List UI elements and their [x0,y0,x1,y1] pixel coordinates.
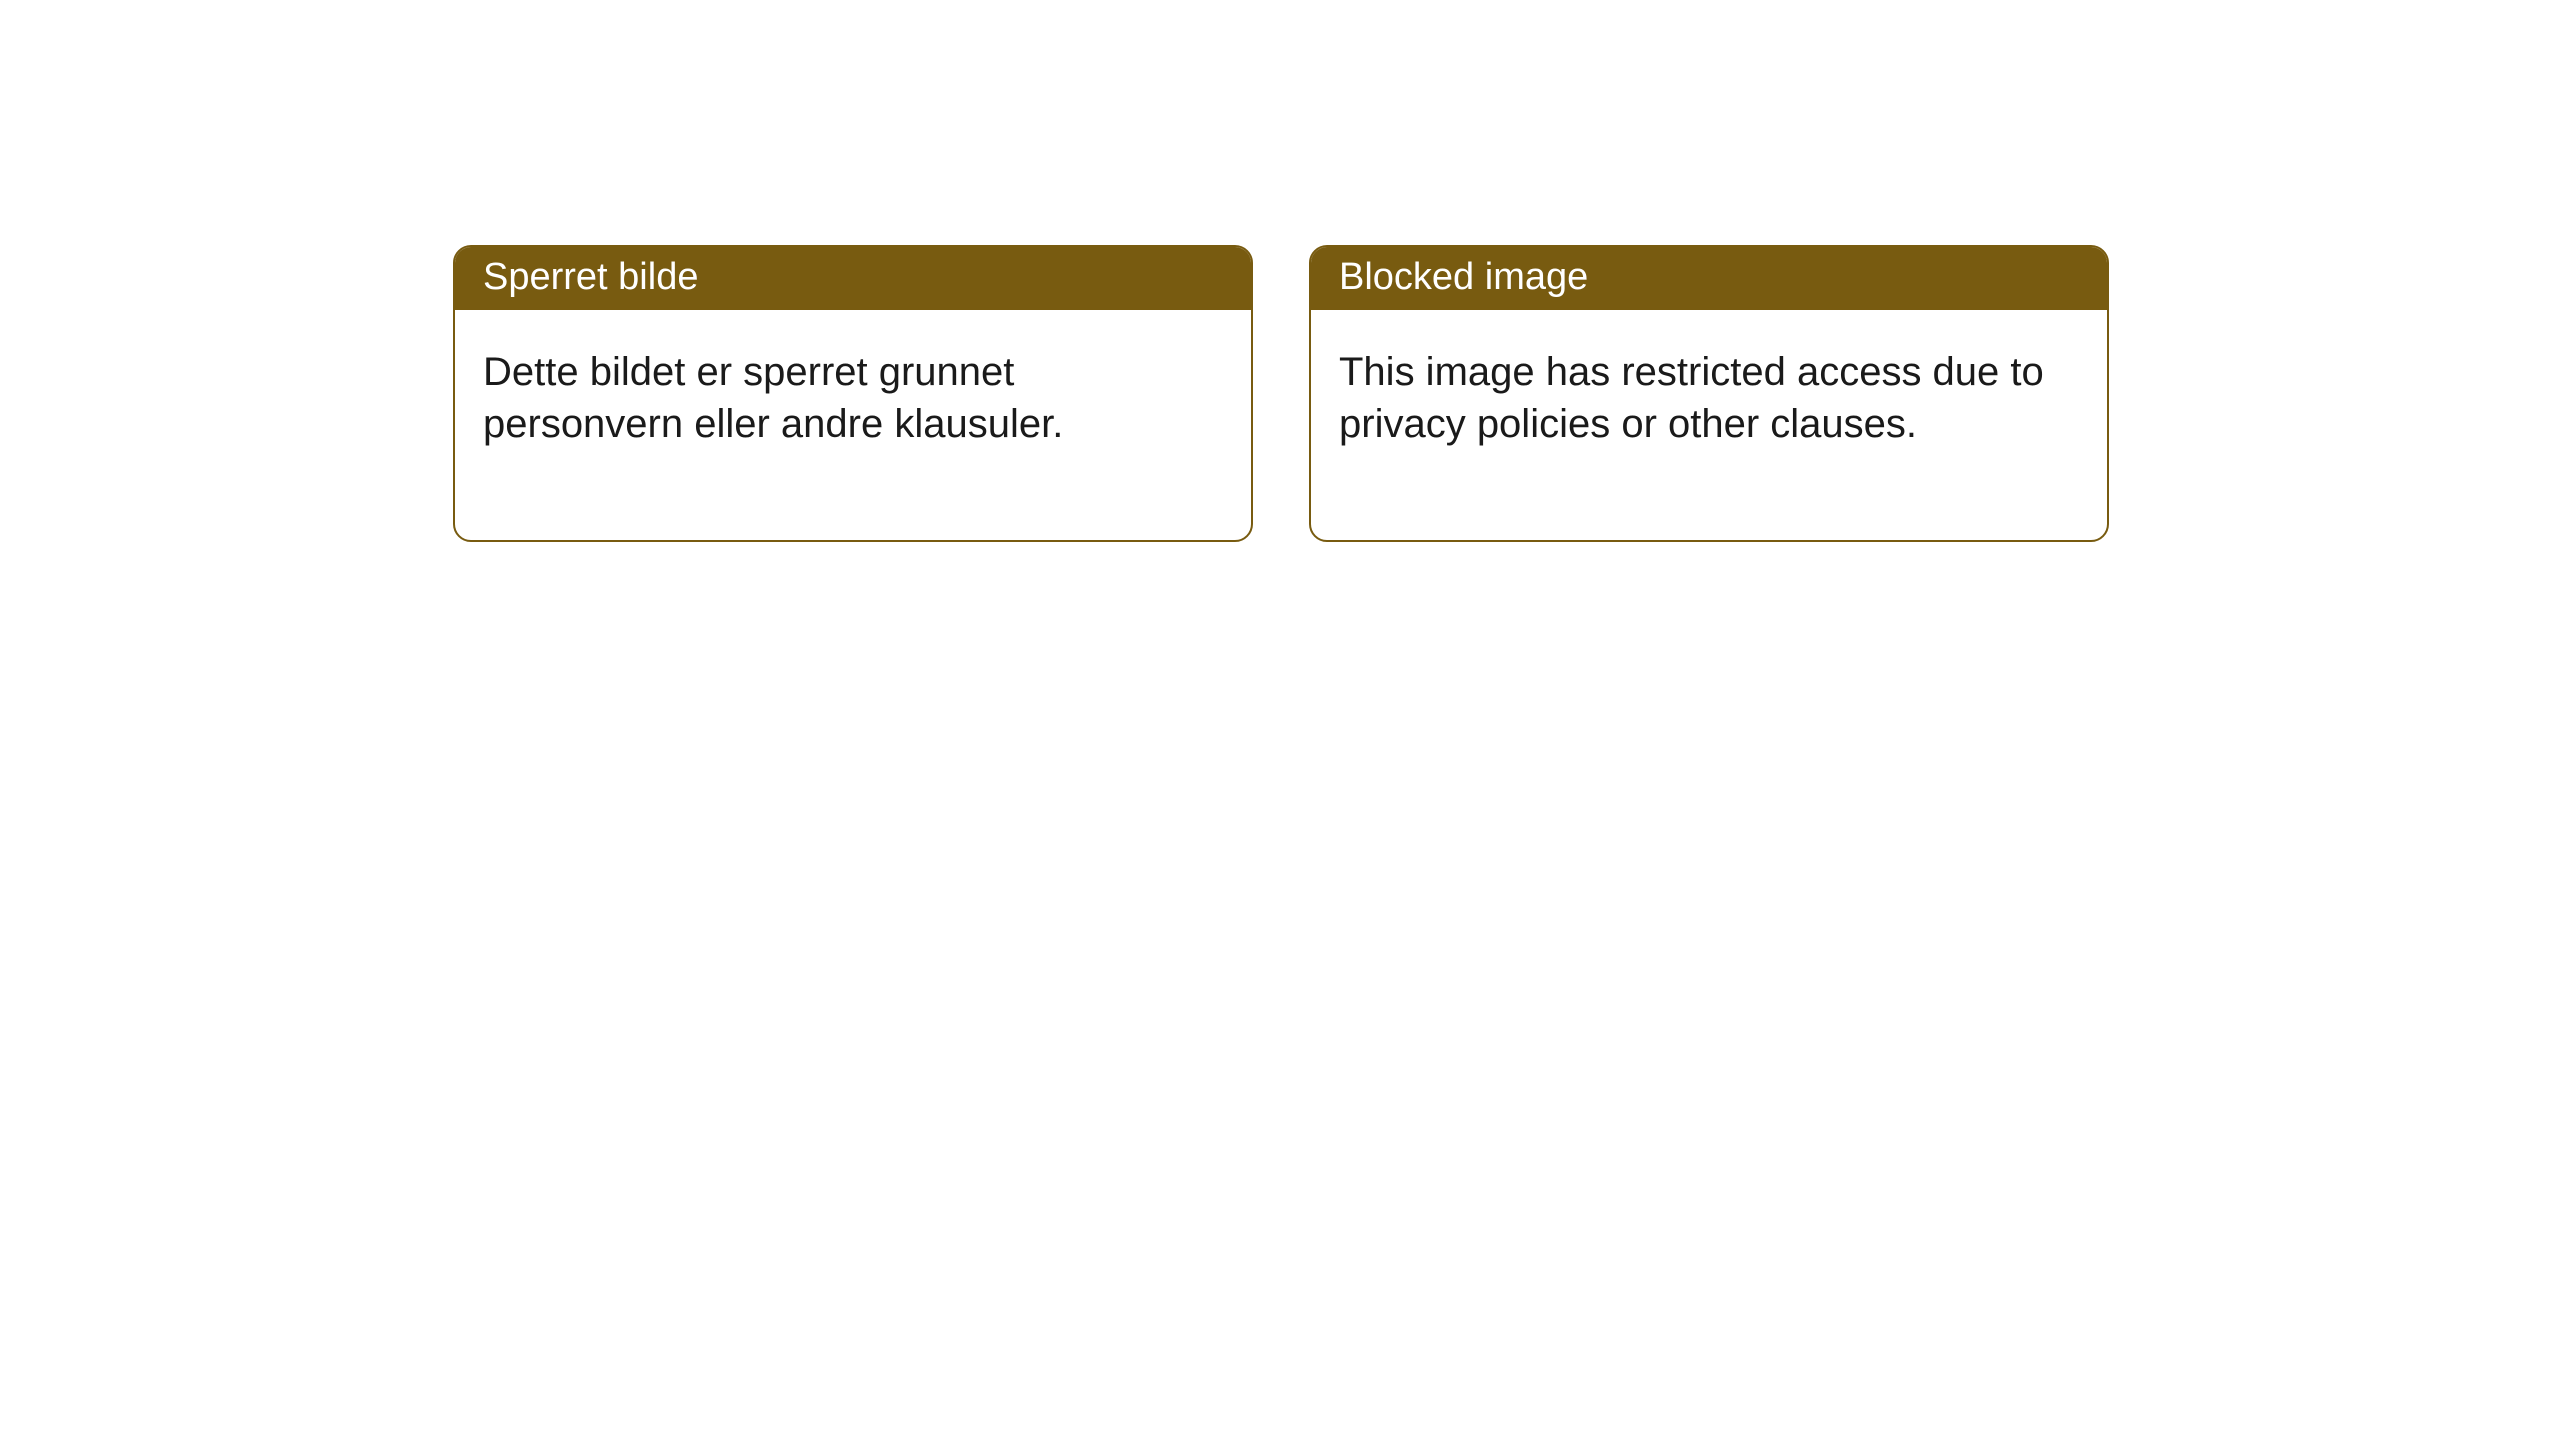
notice-card-body: This image has restricted access due to … [1311,310,2107,540]
notice-card-title: Sperret bilde [483,256,698,298]
notice-card-body: Dette bildet er sperret grunnet personve… [455,310,1251,540]
notice-card-header: Blocked image [1311,247,2107,310]
notice-card-text: This image has restricted access due to … [1339,350,2044,446]
notice-card-header: Sperret bilde [455,247,1251,310]
notice-card-english: Blocked image This image has restricted … [1309,245,2109,542]
notice-card-text: Dette bildet er sperret grunnet personve… [483,350,1063,446]
notice-card-title: Blocked image [1339,256,1588,298]
notice-card-norwegian: Sperret bilde Dette bildet er sperret gr… [453,245,1253,542]
notice-container: Sperret bilde Dette bildet er sperret gr… [0,0,2560,542]
